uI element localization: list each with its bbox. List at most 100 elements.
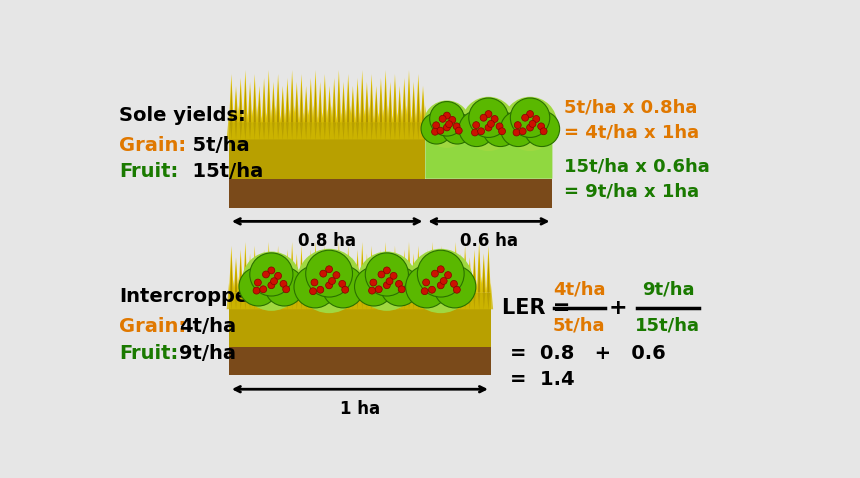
Circle shape xyxy=(341,286,348,293)
Polygon shape xyxy=(254,253,256,293)
Polygon shape xyxy=(346,246,351,293)
Text: Fruit:: Fruit: xyxy=(119,344,178,363)
Polygon shape xyxy=(407,242,411,293)
Polygon shape xyxy=(378,78,384,122)
Polygon shape xyxy=(403,85,405,122)
Polygon shape xyxy=(409,286,414,309)
Circle shape xyxy=(311,279,318,286)
Polygon shape xyxy=(306,280,310,309)
Circle shape xyxy=(329,278,335,284)
Polygon shape xyxy=(230,81,232,122)
Circle shape xyxy=(369,287,376,294)
Polygon shape xyxy=(400,109,404,140)
Polygon shape xyxy=(353,116,358,140)
Polygon shape xyxy=(437,280,442,309)
Circle shape xyxy=(408,249,473,313)
Polygon shape xyxy=(283,283,287,309)
Polygon shape xyxy=(261,78,267,122)
Polygon shape xyxy=(336,70,341,122)
Polygon shape xyxy=(290,70,294,122)
Polygon shape xyxy=(336,242,341,293)
Text: 5t/ha: 5t/ha xyxy=(179,136,249,155)
Polygon shape xyxy=(286,256,289,293)
Polygon shape xyxy=(422,262,424,293)
Polygon shape xyxy=(236,106,241,140)
Polygon shape xyxy=(273,88,274,122)
Polygon shape xyxy=(254,81,256,122)
Bar xyxy=(485,126,492,146)
Polygon shape xyxy=(268,109,273,140)
Circle shape xyxy=(432,128,439,135)
Polygon shape xyxy=(332,78,336,122)
Polygon shape xyxy=(421,257,426,293)
Circle shape xyxy=(437,282,445,289)
Polygon shape xyxy=(393,74,397,122)
Polygon shape xyxy=(335,286,339,309)
Circle shape xyxy=(437,266,445,273)
Circle shape xyxy=(445,121,452,128)
Polygon shape xyxy=(378,250,384,293)
Circle shape xyxy=(469,98,508,138)
Polygon shape xyxy=(465,286,470,309)
Polygon shape xyxy=(348,276,353,309)
Circle shape xyxy=(423,100,470,148)
Polygon shape xyxy=(248,253,252,293)
Polygon shape xyxy=(436,259,439,293)
Text: Grain:: Grain: xyxy=(119,136,186,155)
Bar xyxy=(268,284,274,305)
Polygon shape xyxy=(414,283,418,309)
Text: 9t/ha: 9t/ha xyxy=(642,281,694,299)
Circle shape xyxy=(305,250,353,297)
Circle shape xyxy=(398,286,405,293)
Polygon shape xyxy=(343,109,348,140)
Polygon shape xyxy=(400,280,404,309)
Circle shape xyxy=(396,281,402,287)
Polygon shape xyxy=(427,256,429,293)
Polygon shape xyxy=(273,276,278,309)
Polygon shape xyxy=(434,253,439,293)
Polygon shape xyxy=(255,276,260,309)
Polygon shape xyxy=(463,246,468,293)
Circle shape xyxy=(320,270,327,277)
Polygon shape xyxy=(302,112,306,140)
Polygon shape xyxy=(286,78,290,122)
Polygon shape xyxy=(263,256,265,293)
Polygon shape xyxy=(250,280,255,309)
Polygon shape xyxy=(263,85,265,122)
Polygon shape xyxy=(306,109,310,140)
Polygon shape xyxy=(320,112,325,140)
Polygon shape xyxy=(402,78,407,122)
Polygon shape xyxy=(366,88,368,122)
Polygon shape xyxy=(267,78,270,122)
Polygon shape xyxy=(346,74,351,122)
Text: 15t/ha: 15t/ha xyxy=(179,162,263,181)
Polygon shape xyxy=(319,259,322,293)
Text: Sole yields:: Sole yields: xyxy=(119,106,246,125)
Polygon shape xyxy=(371,253,372,293)
Circle shape xyxy=(501,111,536,147)
Polygon shape xyxy=(273,106,278,140)
Bar xyxy=(444,126,450,146)
Polygon shape xyxy=(252,246,257,293)
Polygon shape xyxy=(318,82,322,122)
Polygon shape xyxy=(342,259,345,293)
Circle shape xyxy=(417,250,464,297)
Circle shape xyxy=(260,286,267,293)
Polygon shape xyxy=(318,253,322,293)
Circle shape xyxy=(477,128,484,135)
Circle shape xyxy=(532,116,540,122)
Polygon shape xyxy=(255,106,260,140)
Circle shape xyxy=(378,271,385,278)
Bar xyxy=(384,284,390,305)
Polygon shape xyxy=(249,88,251,122)
Polygon shape xyxy=(280,86,286,122)
Polygon shape xyxy=(305,91,307,122)
Polygon shape xyxy=(388,82,393,122)
Circle shape xyxy=(249,253,293,296)
Polygon shape xyxy=(372,286,377,309)
Polygon shape xyxy=(423,106,427,140)
Polygon shape xyxy=(227,112,231,140)
Polygon shape xyxy=(338,250,340,293)
Circle shape xyxy=(473,122,480,129)
Polygon shape xyxy=(426,122,552,179)
